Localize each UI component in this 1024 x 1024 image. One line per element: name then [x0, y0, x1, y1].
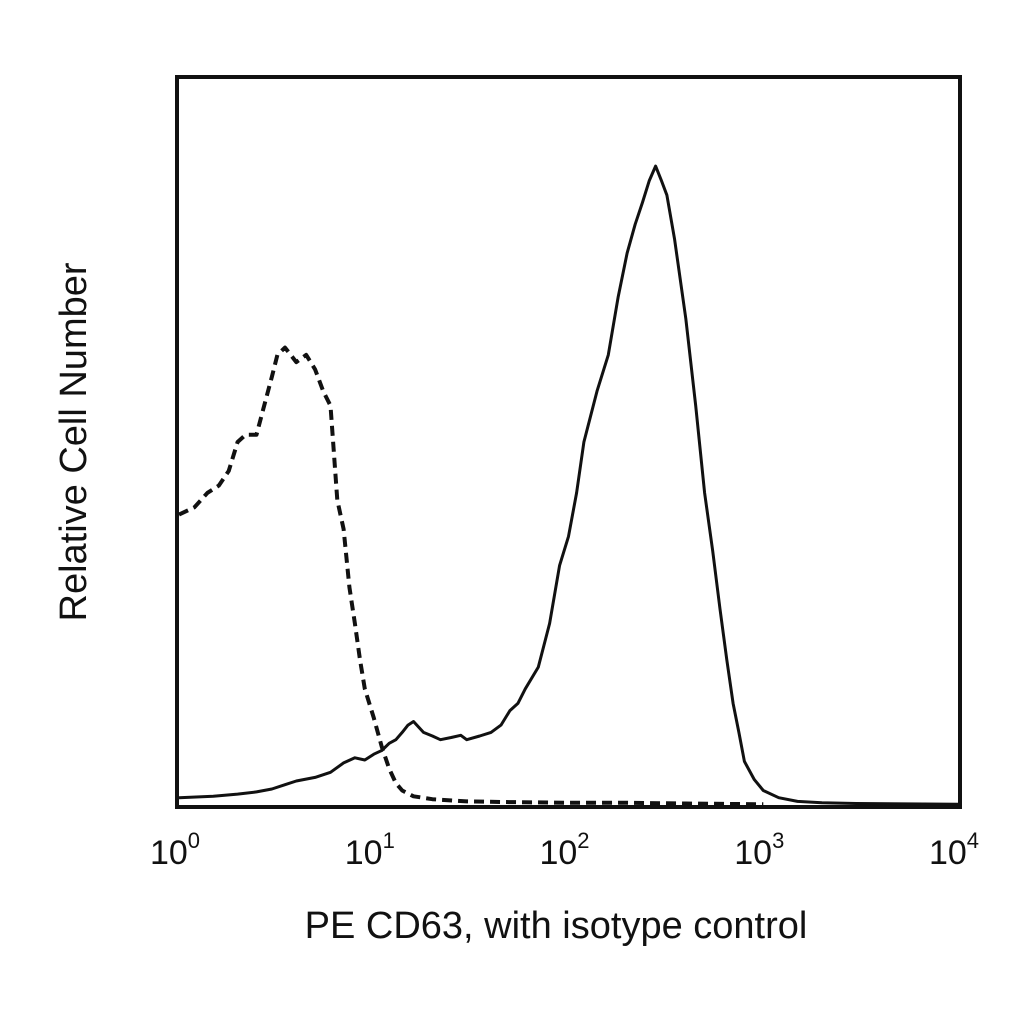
- plot-frame: [175, 75, 962, 809]
- x-tick-labels: 100 101 102 103 104: [150, 828, 979, 872]
- x-tick-label: 101: [345, 828, 395, 872]
- x-axis-label: PE CD63, with isotype control: [305, 905, 808, 947]
- pe-cd63-series: [178, 164, 959, 806]
- isotype-control-series: [178, 345, 764, 807]
- x-tick-label: 100: [150, 828, 200, 872]
- x-tick-label: 102: [539, 828, 589, 872]
- series-layer: [178, 164, 959, 807]
- y-axis-label: Relative Cell Number: [53, 262, 95, 621]
- x-tick-label: 103: [734, 828, 784, 872]
- x-tick-label: 104: [929, 828, 979, 872]
